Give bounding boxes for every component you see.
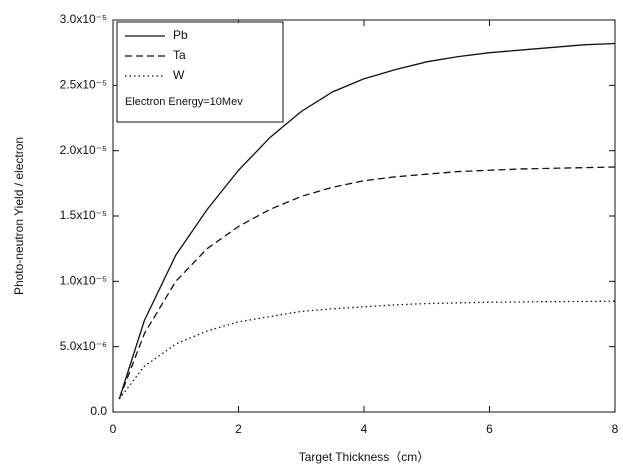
x-tick-label: 4 [361, 422, 368, 436]
x-axis-label: Target Thickness（cm） [299, 450, 429, 464]
y-axis-label: Photo-neutron Yield / electron [12, 137, 26, 295]
legend-label: W [173, 68, 185, 82]
x-tick-label: 6 [486, 422, 493, 436]
y-tick-label: 0.0 [90, 404, 107, 418]
legend-label: Ta [173, 48, 186, 62]
series-line [118, 300, 616, 400]
x-tick-label: 8 [612, 422, 619, 436]
series-line [118, 166, 616, 400]
series-line [118, 42, 616, 400]
x-tick-label: 0 [110, 422, 117, 436]
y-tick-label: 5.0x10⁻⁶ [60, 339, 107, 353]
legend-box [116, 21, 284, 123]
y-tick-label: 3.0x10⁻⁵ [60, 12, 107, 26]
y-tick-label: 1.0x10⁻⁵ [60, 274, 107, 288]
annotation: Electron Energy=10Mev [125, 96, 243, 108]
x-tick-label: 2 [235, 422, 242, 436]
legend-label: Pb [173, 28, 188, 42]
y-tick-label: 1.5x10⁻⁵ [60, 208, 107, 222]
y-tick-label: 2.5x10⁻⁵ [60, 78, 107, 92]
y-tick-label: 2.0x10⁻⁵ [60, 143, 107, 157]
